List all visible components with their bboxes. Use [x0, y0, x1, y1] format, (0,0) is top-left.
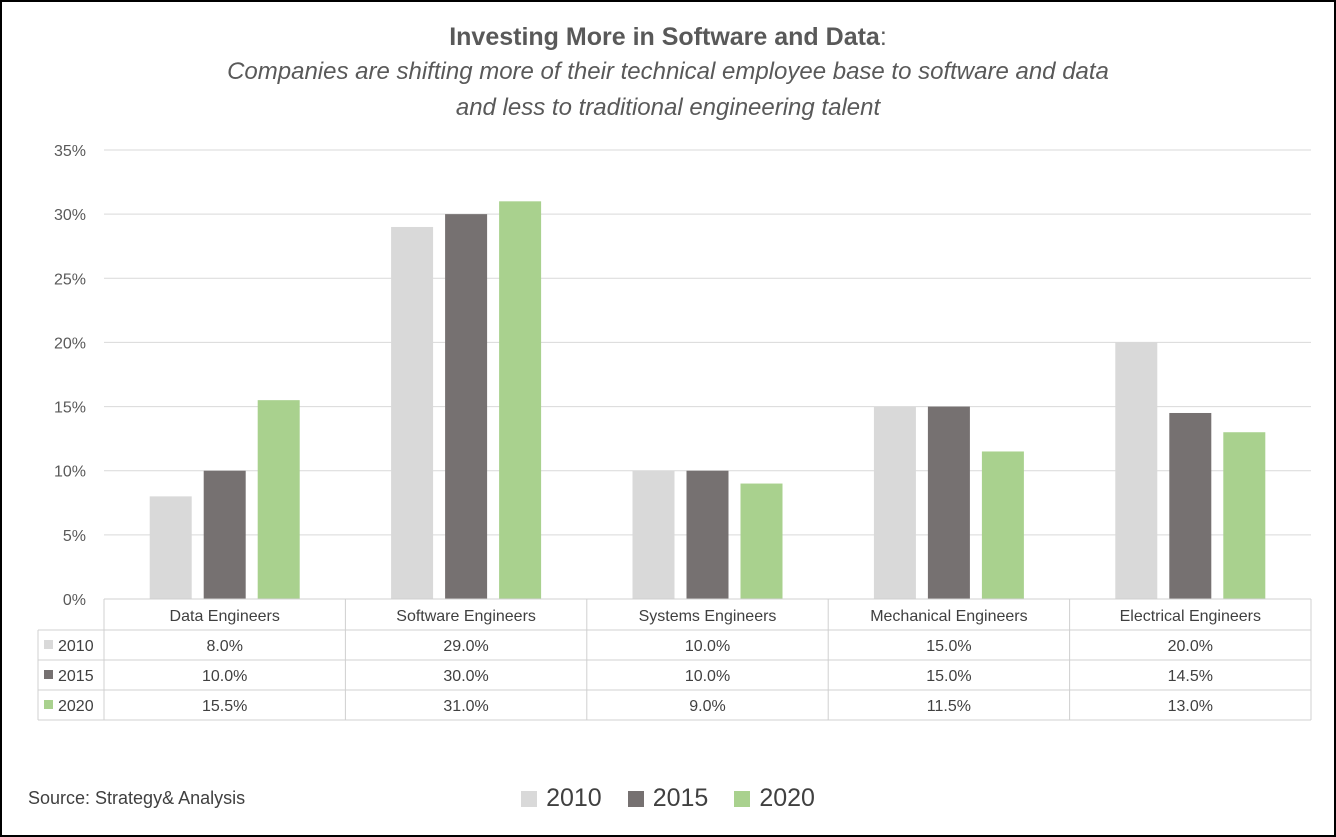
bar-systems-engineers-2010 — [632, 470, 675, 599]
table-value-label: 15.0% — [926, 668, 971, 685]
bar-mechanical-engineers-2015 — [927, 406, 970, 599]
bar-data-engineers-2020 — [257, 400, 300, 599]
bar-electrical-engineers-2015 — [1169, 412, 1212, 599]
bar-software-engineers-2020 — [499, 201, 542, 600]
table-value-label: 29.0% — [443, 638, 488, 655]
table-value-label: 13.0% — [1168, 698, 1213, 715]
x-category-label: Mechanical Engineers — [870, 608, 1027, 625]
table-legend-key-2020 — [44, 700, 53, 709]
table-value-label: 20.0% — [1168, 638, 1213, 655]
table-value-label: 9.0% — [689, 698, 725, 715]
y-tick-label: 0% — [63, 592, 86, 609]
y-tick-label: 30% — [54, 207, 86, 224]
y-tick-label: 25% — [54, 271, 86, 288]
table-value-label: 8.0% — [206, 638, 242, 655]
chart-title: Investing More in Software and Data — [449, 23, 880, 51]
bar-electrical-engineers-2020 — [1223, 432, 1266, 599]
chart-subtitle-line-1: Companies are shifting more of their tec… — [227, 58, 1109, 85]
table-value-label: 31.0% — [443, 698, 488, 715]
x-category-label: Electrical Engineers — [1120, 608, 1261, 625]
bar-mechanical-engineers-2020 — [981, 451, 1024, 599]
legend: 2010 2015 2020 — [0, 784, 1336, 813]
bar-software-engineers-2010 — [391, 226, 434, 599]
x-category-label: Systems Engineers — [639, 608, 777, 625]
table-legend-key-2015 — [44, 670, 53, 679]
title-suffix: : — [879, 23, 887, 51]
bar-data-engineers-2010 — [149, 496, 192, 599]
legend-item-2010: 2010 — [521, 784, 602, 813]
chart-subtitle-line-2: and less to traditional engineering tale… — [455, 94, 881, 121]
legend-swatch-2020 — [734, 790, 751, 807]
bar-systems-engineers-2020 — [740, 483, 783, 599]
table-value-label: 30.0% — [443, 668, 488, 685]
legend-item-2020: 2020 — [734, 784, 815, 813]
y-tick-label: 10% — [54, 464, 86, 481]
legend-label-2015: 2015 — [652, 784, 709, 812]
table-value-label: 10.0% — [685, 668, 730, 685]
source-note: Source: Strategy& Analysis — [28, 788, 246, 808]
table-row-label: 2010 — [58, 638, 94, 655]
x-category-label: Software Engineers — [396, 608, 536, 625]
y-tick-label: 5% — [63, 528, 86, 545]
table-value-label: 14.5% — [1168, 668, 1213, 685]
legend-label-2010: 2010 — [546, 784, 602, 812]
title-line: Investing More in Software and Data: — [0, 20, 1336, 54]
legend-swatch-2015 — [627, 790, 644, 807]
bar-data-engineers-2015 — [203, 470, 246, 599]
title-block: Investing More in Software and Data: Com… — [0, 20, 1336, 126]
legend-swatch-2010 — [521, 790, 538, 807]
bar-electrical-engineers-2010 — [1115, 342, 1158, 599]
y-tick-label: 35% — [54, 143, 86, 160]
table-value-label: 15.0% — [926, 638, 971, 655]
legend-label-2020: 2020 — [759, 784, 815, 812]
table-row-label: 2020 — [58, 698, 94, 715]
table-value-label: 15.5% — [202, 698, 247, 715]
table-row-label: 2015 — [58, 668, 94, 685]
y-tick-label: 20% — [54, 335, 86, 352]
table-value-label: 11.5% — [927, 698, 971, 715]
x-category-label: Data Engineers — [170, 608, 280, 625]
bar-mechanical-engineers-2010 — [873, 406, 916, 599]
legend-item-2015: 2015 — [627, 784, 709, 813]
table-value-label: 10.0% — [685, 638, 730, 655]
table-value-label: 10.0% — [202, 668, 247, 685]
table-legend-key-2010 — [44, 640, 53, 649]
bar-software-engineers-2015 — [445, 214, 488, 599]
bar-systems-engineers-2015 — [686, 470, 729, 599]
y-tick-label: 15% — [54, 400, 86, 417]
